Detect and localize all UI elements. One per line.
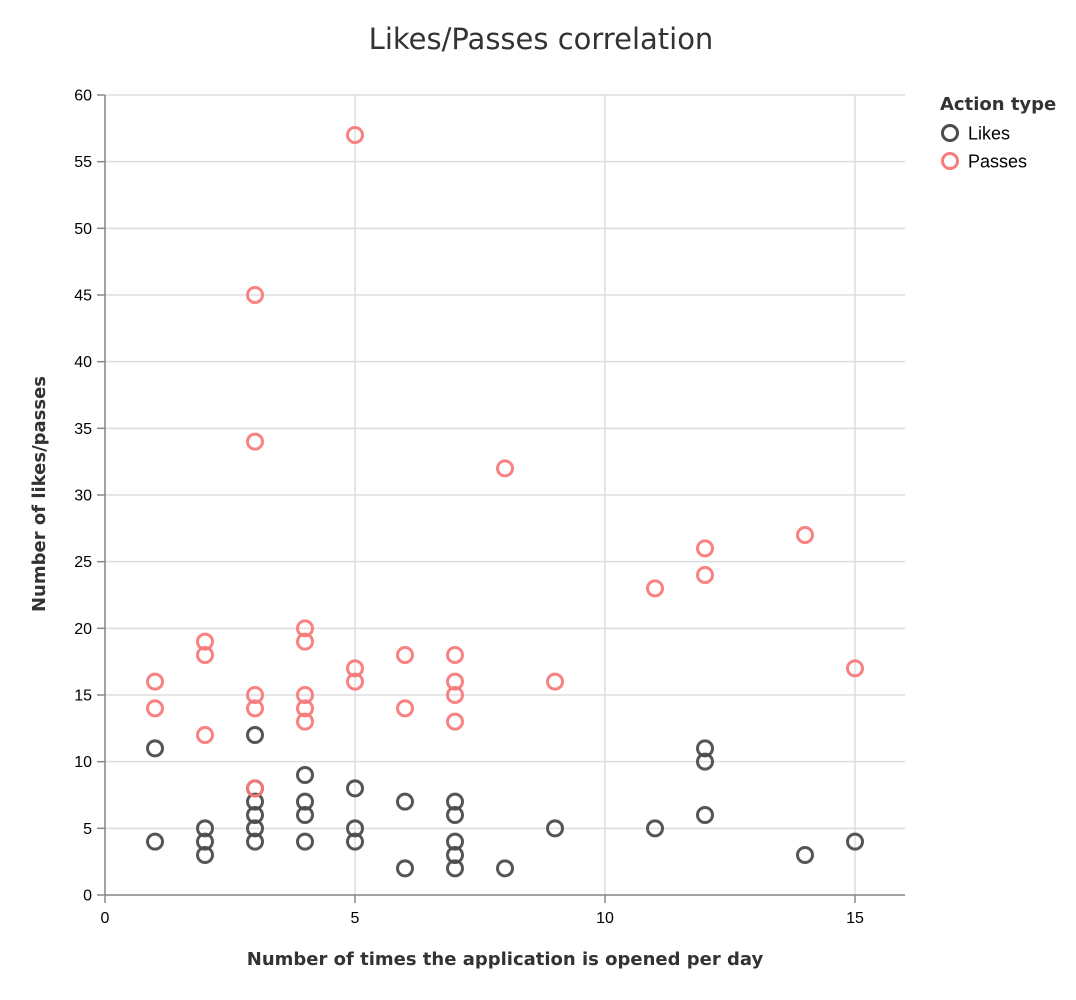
y-tick-label: 25 [74,554,92,571]
point-passes [346,126,364,144]
y-tick-label: 50 [74,221,92,238]
point-likes [446,846,464,864]
y-tick-label: 40 [74,354,92,371]
point-likes [546,819,564,838]
point-likes [396,792,414,811]
point-passes [646,579,664,598]
y-tick-label: 60 [74,88,92,105]
point-likes [246,792,264,811]
y-axis-label: Number of likes/passes [29,376,50,612]
point-passes [346,659,364,678]
point-passes [496,459,514,478]
y-tick-label: 15 [74,688,92,705]
data-points [146,126,864,878]
x-tick-label: 5 [351,910,360,927]
point-likes [246,806,264,824]
legend: Action type Likes Passes [940,94,1056,172]
y-tick-label: 45 [74,288,92,305]
grid [104,94,905,896]
point-likes [296,832,314,851]
point-likes [396,859,414,878]
point-likes [196,846,214,864]
legend-label: Passes [968,152,1027,172]
x-tick-label: 15 [846,910,864,927]
point-likes [696,739,714,758]
legend-label: Likes [968,124,1010,144]
point-passes [296,686,314,704]
legend-symbol [941,152,959,170]
point-passes [446,686,464,704]
point-likes [246,726,264,744]
point-passes [546,672,564,691]
point-passes [246,432,264,451]
y-tick-label: 30 [74,488,92,505]
point-passes [196,646,214,664]
point-passes [296,619,314,638]
x-axis-label: Number of times the application is opene… [247,949,764,970]
y-tick-label: 10 [74,754,92,771]
point-passes [346,672,364,691]
point-likes [146,832,164,851]
point-likes [446,806,464,824]
point-passes [396,699,414,718]
point-passes [446,672,464,691]
x-tick-label: 10 [596,910,614,927]
point-passes [846,659,864,678]
y-tick-label: 0 [83,888,92,905]
point-likes [196,819,214,838]
y-tick-label: 5 [83,821,92,838]
point-likes [146,739,164,758]
point-likes [346,832,364,851]
point-likes [346,779,364,798]
point-passes [796,526,814,544]
x-tick-label: 0 [101,910,110,927]
point-likes [696,752,714,771]
point-likes [796,846,814,864]
y-tick-label: 35 [74,421,92,438]
point-passes [296,712,314,731]
point-passes [246,286,264,304]
point-passes [146,672,164,691]
point-passes [446,646,464,664]
point-likes [696,806,714,824]
point-passes [396,646,414,664]
point-passes [296,632,314,651]
point-passes [246,686,264,704]
point-passes [696,566,714,584]
y-tick-label: 55 [74,154,92,171]
point-passes [296,699,314,718]
point-likes [246,832,264,851]
point-likes [196,832,214,851]
point-passes [196,726,214,744]
point-passes [146,699,164,718]
point-passes [696,539,714,558]
point-passes [246,779,264,798]
point-likes [246,819,264,838]
legend-item-likes: Likes [941,124,1010,144]
axes: 0 5 10 15 20 25 30 35 40 45 50 55 60 0 5 10 15 [74,88,905,927]
chart-title: Likes/Passes correlation [369,22,714,56]
point-likes [646,819,664,838]
point-passes [446,712,464,731]
legend-item-passes: Passes [941,152,1027,172]
point-likes [446,792,464,811]
point-likes [846,832,864,851]
point-likes [296,806,314,824]
point-likes [346,819,364,838]
point-likes [296,792,314,811]
point-passes [196,632,214,651]
y-tick-label: 20 [74,621,92,638]
point-passes [246,699,264,718]
legend-title: Action type [940,94,1056,115]
point-likes [446,859,464,878]
point-likes [446,832,464,851]
point-likes [496,859,514,878]
point-likes [296,766,314,784]
legend-symbol [941,124,959,142]
